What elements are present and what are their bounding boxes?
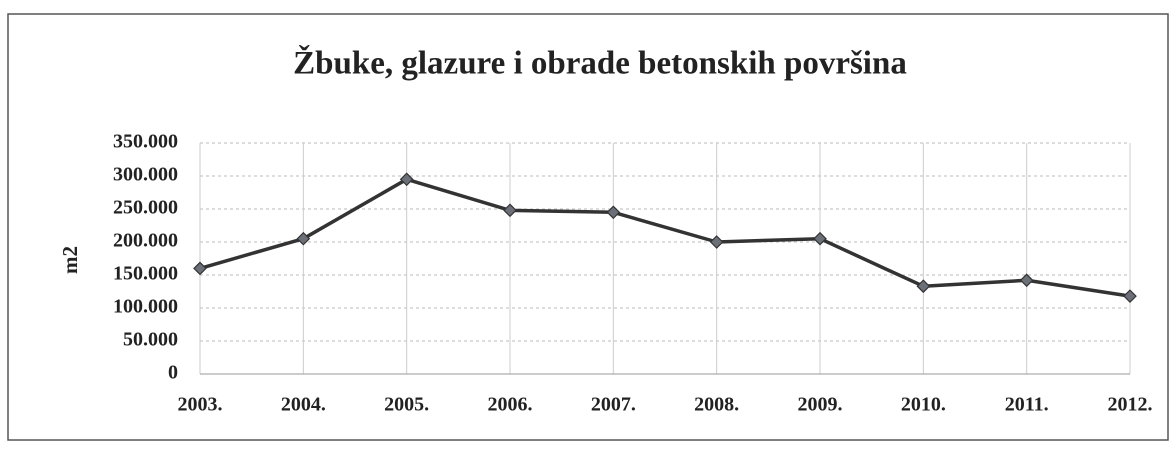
x-tick-label: 2004. — [281, 394, 326, 416]
y-tick-label: 350.000 — [113, 131, 178, 153]
y-tick-label: 250.000 — [113, 197, 178, 219]
y-tick-label: 100.000 — [113, 296, 178, 318]
marker — [606, 205, 621, 220]
x-tick-label: 2006. — [488, 394, 533, 416]
y-axis-label: m2 — [58, 246, 82, 274]
x-tick-label: 2012. — [1108, 394, 1153, 416]
marker — [1123, 289, 1137, 303]
chart-title: Žbuke, glazure i obrade betonskih površi… — [293, 44, 907, 82]
x-tick-label: 2008. — [694, 394, 739, 416]
marker — [916, 279, 931, 294]
y-tick-label: 50.000 — [123, 329, 178, 351]
line — [199, 177, 1131, 298]
x-tick-label: 2011. — [1005, 394, 1049, 416]
y-tick-label: 200.000 — [113, 230, 178, 252]
x-tick-label: 2010. — [901, 394, 946, 416]
marker — [399, 172, 414, 187]
x-tick-label: 2003. — [178, 394, 223, 416]
x-tick-label: 2007. — [591, 394, 636, 416]
marker — [503, 203, 517, 218]
marker — [296, 231, 311, 246]
marker — [709, 235, 724, 249]
chart-border — [7, 13, 1169, 441]
y-tick-label: 300.000 — [113, 164, 178, 186]
y-tick-label: 150.000 — [113, 263, 178, 285]
marker — [193, 261, 207, 276]
marker — [813, 231, 827, 246]
y-tick-label: 0 — [168, 362, 178, 384]
marker — [1019, 273, 1034, 288]
x-tick-label: 2005. — [384, 394, 429, 416]
x-tick-label: 2009. — [798, 394, 843, 416]
